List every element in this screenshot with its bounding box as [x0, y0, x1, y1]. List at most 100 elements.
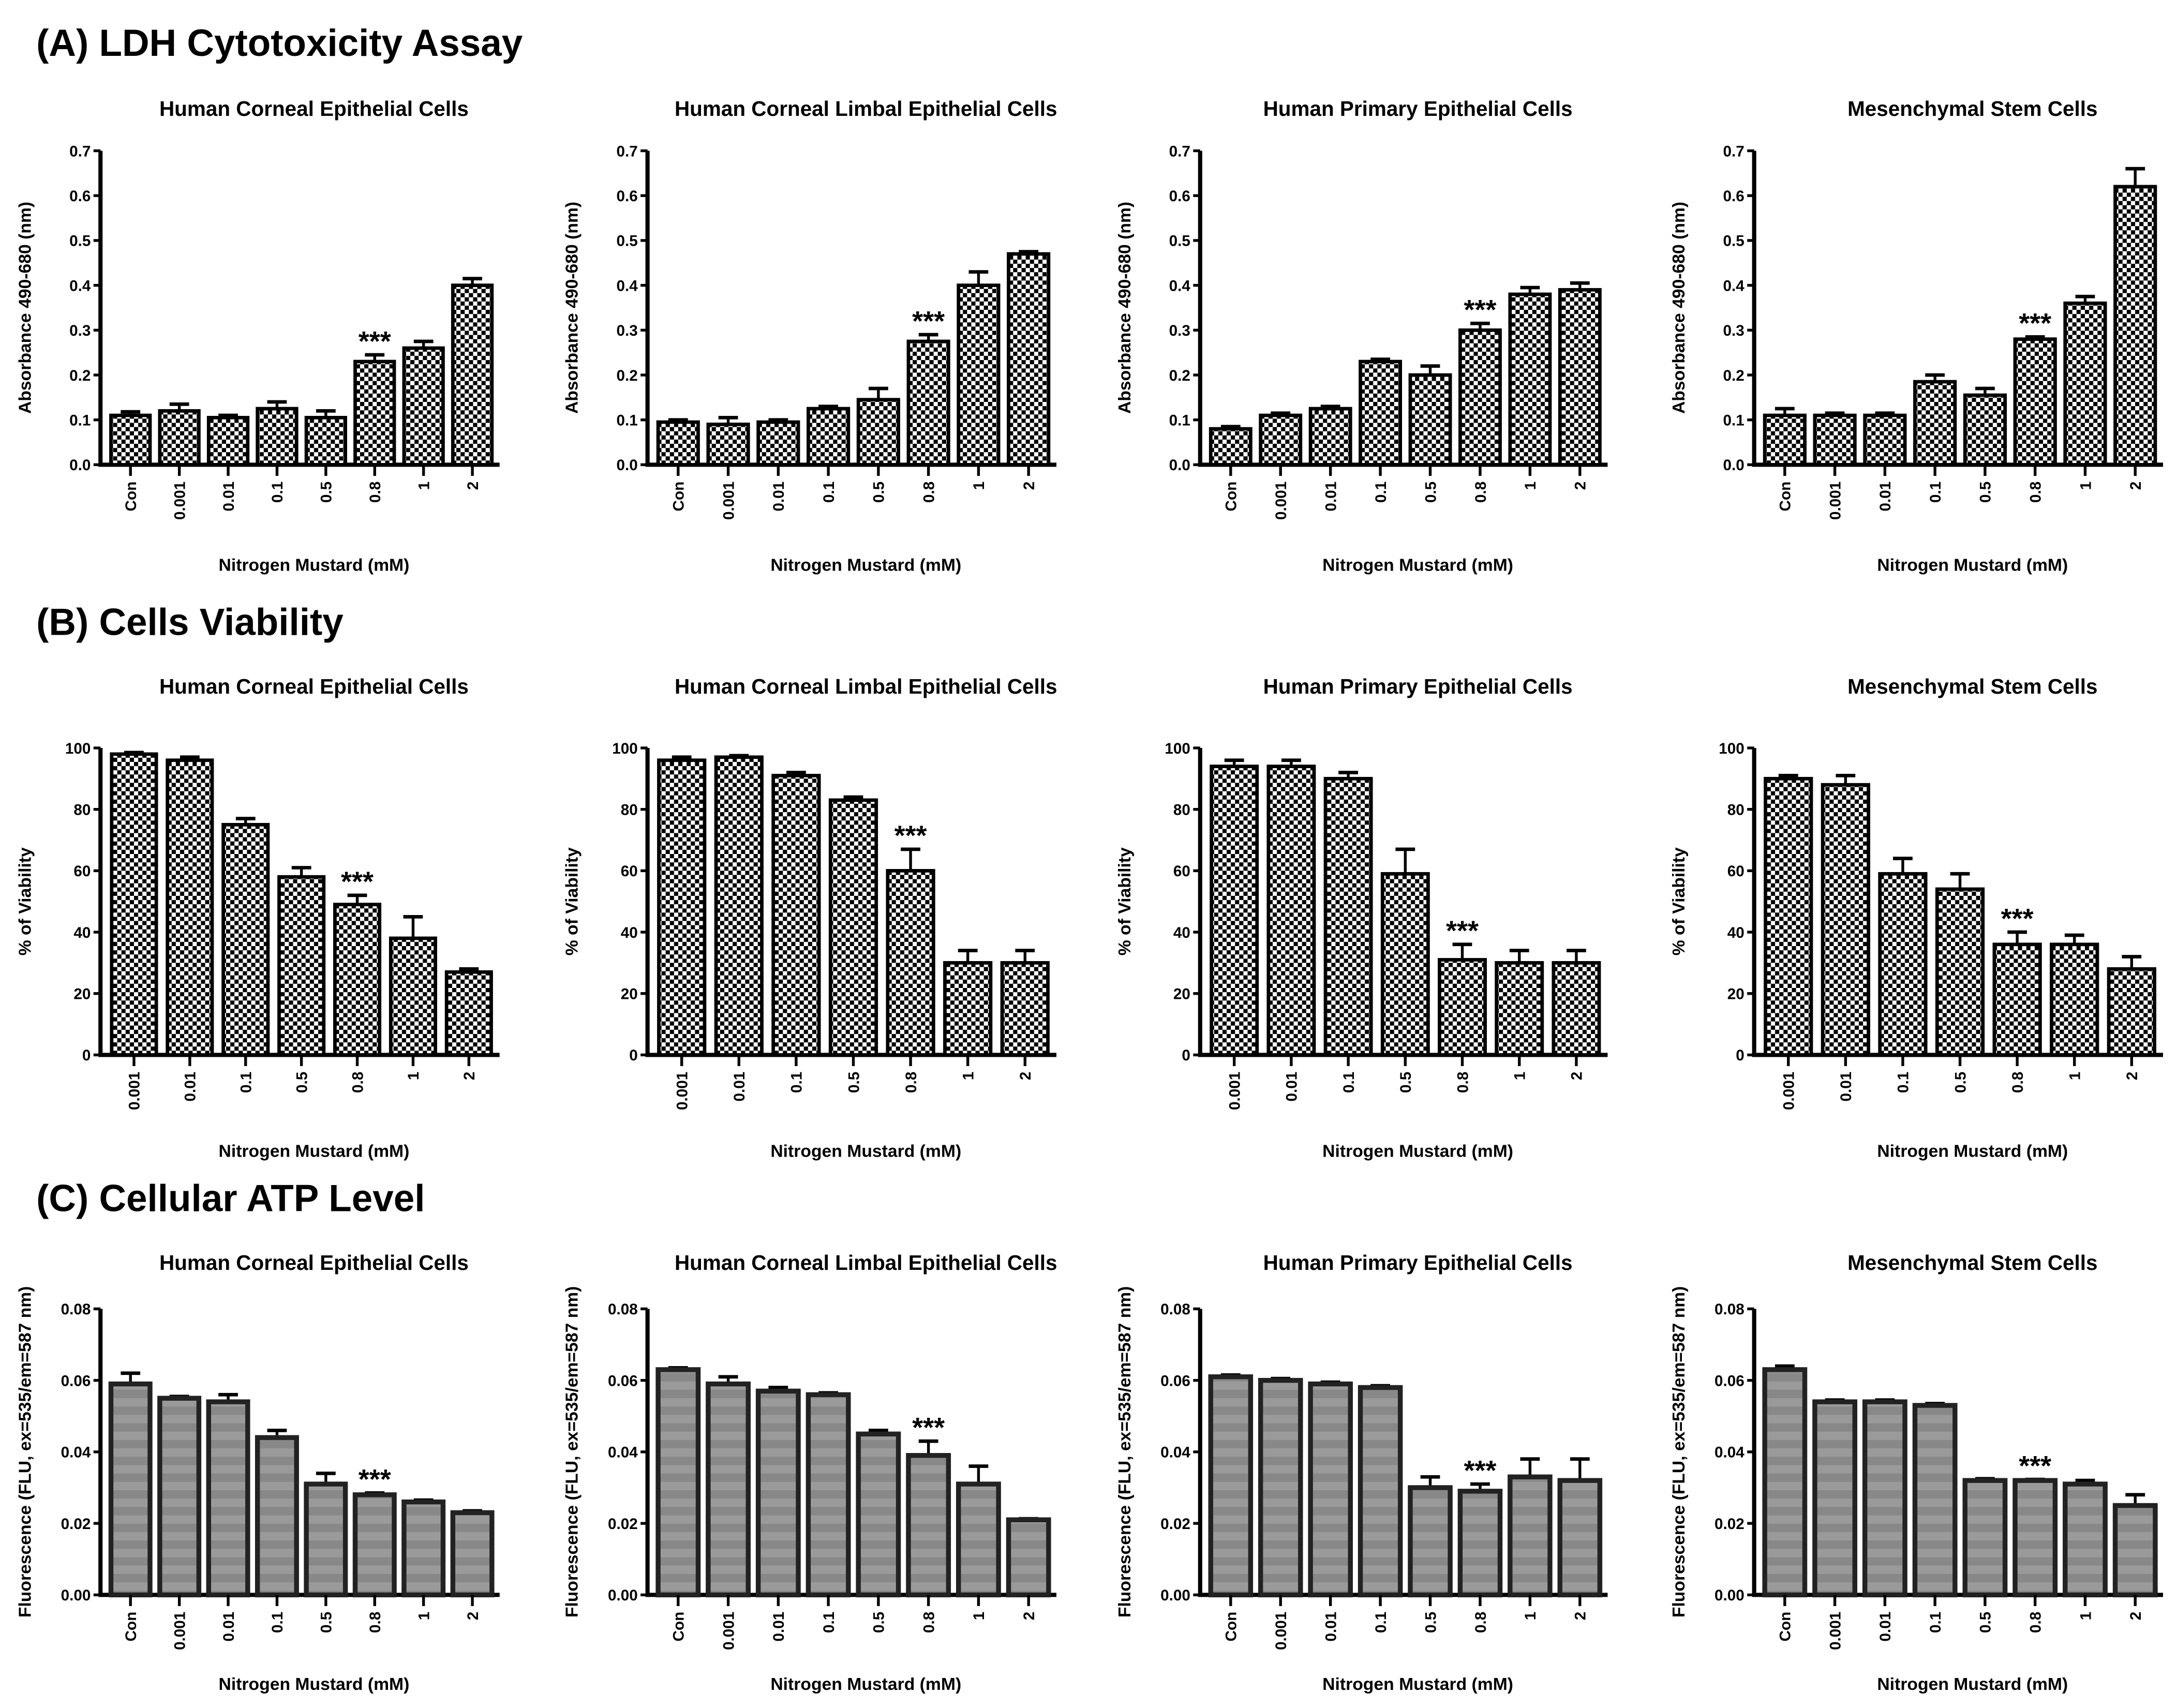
- y-tick-label: 0.08: [608, 1301, 638, 1318]
- y-tick-label: 0.6: [69, 188, 91, 205]
- chart-title: Human Corneal Limbal Epithelial Cells: [675, 97, 1057, 121]
- chart-title: Mesenchymal Stem Cells: [1847, 1251, 2097, 1275]
- bar: [2013, 337, 2057, 467]
- y-tick-label: 0.04: [608, 1444, 638, 1461]
- bar: [110, 752, 158, 1057]
- y-tick-label: 0.3: [1723, 322, 1744, 339]
- y-tick-label: 40: [621, 924, 638, 941]
- y-tick-label: 0: [82, 1047, 91, 1064]
- y-tick-label: 0.3: [1169, 322, 1190, 339]
- x-tick-label: 0.01: [770, 1612, 787, 1642]
- y-tick-label: 20: [1727, 986, 1744, 1003]
- x-tick-label: 0.01: [731, 1072, 748, 1102]
- x-tick-label: 2: [2124, 1072, 2141, 1081]
- y-tick-label: 0.1: [69, 412, 91, 429]
- y-tick-label: 0.6: [1169, 188, 1190, 205]
- bar: [444, 970, 493, 1057]
- x-tick-label: 2: [1017, 1072, 1034, 1081]
- x-tick-label: 0.8: [1472, 482, 1489, 503]
- bar: [1878, 872, 1928, 1057]
- bar: [706, 423, 750, 467]
- x-tick-label: 1: [971, 482, 988, 490]
- y-tick-label: 0: [1736, 1047, 1744, 1064]
- y-tick-label: 0.2: [69, 367, 91, 384]
- bar: [166, 758, 214, 1057]
- x-tick-label: 2: [1569, 1072, 1586, 1081]
- bar: [1006, 1517, 1051, 1598]
- x-tick-label: 0.1: [821, 1612, 838, 1633]
- x-tick-label: 1: [2077, 1612, 2094, 1621]
- bar: [771, 774, 821, 1057]
- x-tick-label: Con: [670, 1612, 688, 1642]
- x-tick-label: 0.5: [318, 482, 335, 503]
- x-tick-label: 0.1: [1927, 482, 1944, 503]
- bar: [1208, 1374, 1254, 1598]
- bar: [856, 398, 900, 467]
- y-tick-label: 80: [1727, 801, 1744, 818]
- x-tick-label: 0.1: [269, 1612, 286, 1633]
- bar: [1458, 328, 1502, 467]
- bar: [1266, 765, 1316, 1057]
- y-axis-label: Absorbance 490-680 (nm): [15, 202, 35, 414]
- x-axis-label: Nitrogen Mustard (mM): [770, 1674, 961, 1694]
- x-tick-label: Con: [670, 482, 688, 512]
- y-tick-label: 0.2: [616, 367, 637, 384]
- bar: [1552, 961, 1601, 1057]
- x-tick-label: 2: [461, 1072, 478, 1081]
- y-tick-label: 0.1: [1723, 412, 1744, 429]
- bar: [943, 961, 993, 1057]
- significance-annotation: ***: [912, 306, 945, 337]
- y-tick-label: 0.5: [1723, 233, 1744, 250]
- x-tick-label: 2: [465, 1612, 482, 1621]
- chart-title: Human Primary Epithelial Cells: [1263, 97, 1573, 121]
- x-tick-label: 0.01: [1838, 1072, 1855, 1102]
- bar: [2107, 967, 2156, 1057]
- bar: [1913, 380, 1957, 467]
- y-tick-label: 0.0: [1169, 457, 1190, 474]
- y-tick-label: 60: [1727, 863, 1744, 880]
- x-tick-label: 2: [2127, 1612, 2144, 1621]
- y-tick-label: 0.6: [1723, 188, 1744, 205]
- y-axis-label: Absorbance 490-680 (nm): [1669, 202, 1689, 414]
- x-tick-label: 0.1: [1373, 1612, 1390, 1633]
- bar: [1508, 292, 1552, 467]
- x-tick-label: Con: [123, 1612, 140, 1642]
- bar: [856, 1431, 901, 1598]
- bar: [1912, 1403, 1958, 1598]
- x-tick-label: 0.5: [1422, 482, 1439, 503]
- bar: [2063, 1481, 2108, 1598]
- bar: [807, 407, 851, 467]
- bar: [1495, 961, 1544, 1057]
- bar: [828, 798, 878, 1057]
- significance-annotation: ***: [2019, 308, 2051, 339]
- bar: [2113, 185, 2157, 467]
- significance-annotation: ***: [912, 1412, 945, 1443]
- bar: [1359, 359, 1403, 467]
- bar: [255, 1435, 299, 1598]
- bar-chart: Human Primary Epithelial Cells Nitrogen M…: [1115, 675, 1608, 1161]
- bar: [256, 407, 299, 467]
- x-tick-label: 2: [1572, 1612, 1589, 1621]
- x-tick-label: 0.001: [674, 1072, 691, 1110]
- y-axis-label: Fluorescence (FLU, ex=535/em=587 nm): [1115, 1286, 1135, 1618]
- chart-title: Human Corneal Epithelial Cells: [159, 97, 469, 121]
- bar: [1259, 413, 1303, 467]
- y-axis-label: % of Viability: [562, 847, 582, 955]
- x-tick-label: 0.8: [367, 1612, 384, 1633]
- bar: [304, 1481, 348, 1598]
- bar: [1863, 413, 1907, 467]
- bar: [1813, 413, 1857, 467]
- x-tick-label: 1: [1522, 1612, 1539, 1621]
- chart-title: Human Primary Epithelial Cells: [1263, 675, 1573, 698]
- x-tick-label: 0.001: [720, 482, 737, 520]
- x-tick-label: 0.001: [1226, 1072, 1243, 1110]
- x-axis-label: Nitrogen Mustard (mM): [219, 555, 410, 575]
- significance-annotation: ***: [1446, 916, 1479, 947]
- bar-chart: Mesenchymal Stem Cells Nitrogen Mustard (…: [1669, 675, 2164, 1161]
- x-tick-label: 0.5: [871, 482, 888, 503]
- bar: [401, 1499, 446, 1598]
- y-tick-label: 0.06: [1160, 1372, 1190, 1389]
- x-tick-label: 0.5: [845, 1072, 862, 1093]
- y-tick-label: 0.02: [61, 1516, 91, 1533]
